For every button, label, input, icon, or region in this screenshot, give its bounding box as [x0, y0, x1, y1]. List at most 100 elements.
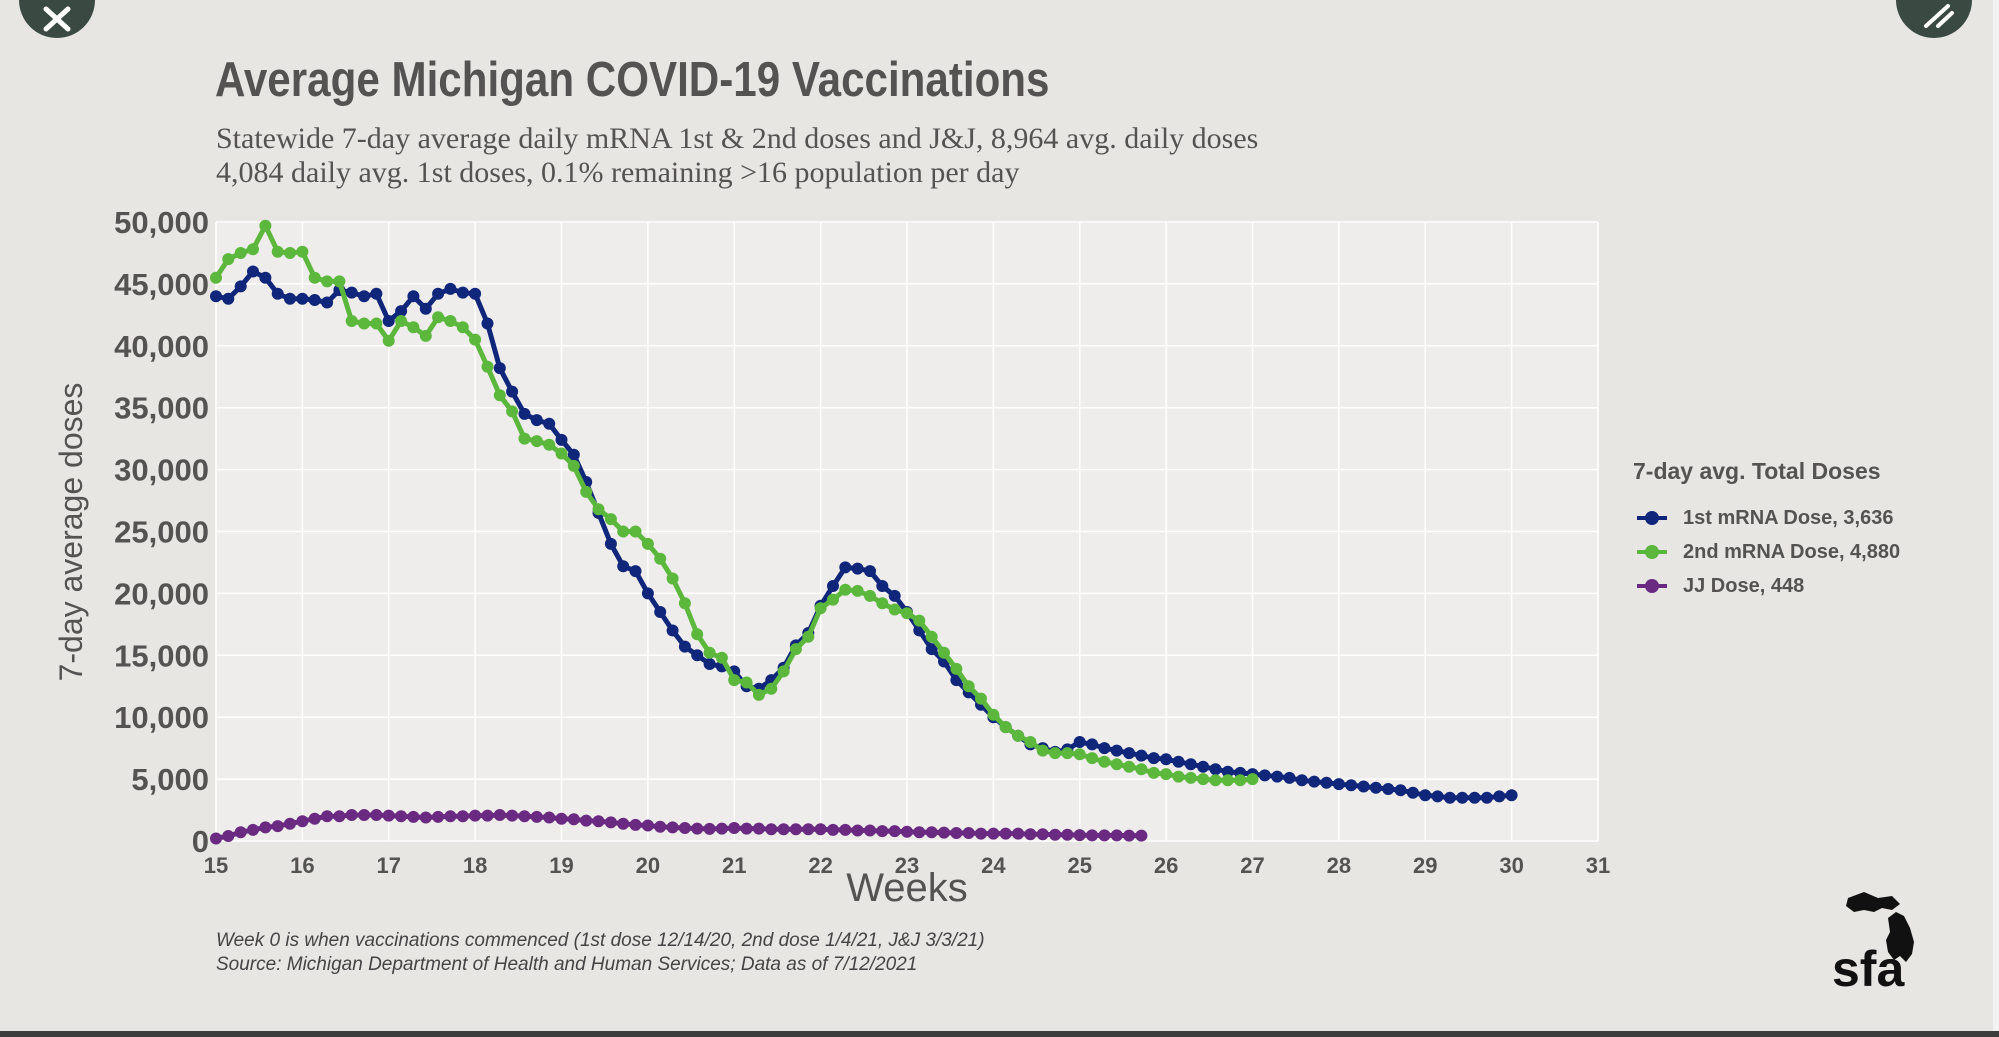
data-point: [1431, 790, 1444, 803]
data-point: [752, 688, 765, 701]
y-tick-label: 20,000: [114, 576, 209, 611]
data-point: [1073, 748, 1086, 761]
data-point: [555, 433, 568, 446]
x-axis-ticks: 15 16 17 18 19 20 21 22 23 24 25 26 27 28 29 30 31: [204, 853, 1610, 878]
data-point: [752, 822, 765, 835]
data-point: [358, 809, 371, 821]
chart-subtitle: Statewide 7-day average daily mRNA 1st &…: [216, 122, 1258, 190]
data-point: [481, 809, 494, 822]
logo-text: sfa: [1832, 941, 1905, 990]
data-point: [222, 830, 235, 842]
data-point: [259, 821, 272, 834]
data-point: [876, 597, 889, 610]
data-point: [604, 513, 617, 526]
data-point: [284, 292, 296, 305]
close-button[interactable]: [19, 0, 95, 38]
data-point: [469, 287, 482, 300]
data-point: [469, 809, 482, 822]
data-point: [210, 832, 222, 845]
data-point: [382, 334, 395, 347]
data-point: [1086, 738, 1099, 751]
data-point: [456, 321, 469, 334]
data-point: [802, 823, 815, 836]
data-point: [382, 315, 395, 327]
data-point: [925, 643, 938, 656]
data-point: [493, 809, 506, 821]
data-point: [1221, 774, 1234, 787]
data-point: [1086, 752, 1099, 765]
data-point: [925, 630, 938, 643]
data-point: [1073, 829, 1086, 842]
data-point: [1110, 829, 1123, 842]
data-point: [938, 646, 950, 659]
data-point: [530, 414, 543, 427]
data-point: [740, 676, 753, 689]
data-point: [407, 810, 420, 823]
data-point: [493, 389, 506, 402]
data-point: [876, 825, 889, 838]
data-point: [308, 294, 321, 306]
data-point: [518, 810, 531, 823]
y-tick-label: 35,000: [114, 391, 209, 426]
data-point: [1172, 770, 1185, 783]
data-point: [1456, 791, 1469, 804]
data-point: [666, 572, 679, 585]
data-point: [345, 809, 358, 821]
data-point: [555, 447, 568, 460]
sfa-logo: sfa: [1832, 892, 1914, 990]
legend-item-second-dose[interactable]: 2nd mRNA Dose, 4,880: [1633, 535, 1900, 569]
data-point: [395, 315, 408, 327]
right-edge: [1993, 0, 1999, 1037]
data-point: [641, 819, 654, 832]
data-point: [1394, 784, 1407, 797]
data-point: [728, 674, 741, 687]
data-point: [284, 247, 296, 259]
data-point: [999, 721, 1012, 734]
data-point: [444, 810, 457, 823]
data-point: [580, 814, 593, 827]
data-point: [641, 587, 654, 600]
expand-button[interactable]: [1896, 0, 1972, 38]
footnote-line-1: Week 0 is when vaccinations commenced (1…: [216, 930, 985, 951]
y-axis-ticks: 0 5,000 10,000 15,000 20,000 25,000 30,000 35,0…: [114, 205, 209, 859]
data-point: [419, 811, 432, 824]
x-tick-label: 21: [722, 853, 746, 878]
footnote-line-2: Source: Michigan Department of Health an…: [216, 954, 918, 975]
series-line: [215, 269, 1512, 801]
legend-item-jj-dose[interactable]: JJ Dose, 448: [1633, 569, 1900, 603]
legend-swatch-first-dose: [1637, 510, 1667, 526]
data-point: [506, 405, 519, 418]
legend-item-first-dose[interactable]: 1st mRNA Dose, 3,636: [1633, 501, 1900, 535]
series-3: [210, 809, 1148, 845]
data-point: [296, 292, 309, 305]
data-point: [370, 809, 383, 821]
data-point: [641, 537, 654, 550]
data-point: [703, 646, 716, 659]
y-tick-label: 45,000: [114, 267, 209, 302]
data-point: [247, 823, 259, 836]
data-point: [1209, 763, 1222, 776]
data-point: [308, 271, 321, 284]
legend: 7-day avg. Total Doses 1st mRNA Dose, 3,…: [1633, 458, 1900, 603]
data-point: [1012, 827, 1025, 840]
data-point: [518, 432, 531, 445]
data-point: [1147, 752, 1160, 765]
data-point: [1098, 755, 1111, 768]
data-point: [1345, 779, 1358, 792]
data-point: [1147, 766, 1160, 779]
data-point: [271, 820, 284, 833]
data-point: [259, 271, 272, 284]
data-point: [777, 665, 790, 678]
y-tick-label: 5,000: [131, 762, 209, 797]
data-point: [419, 302, 432, 315]
data-point: [1197, 760, 1210, 773]
data-point: [1110, 744, 1123, 757]
data-point: [617, 525, 630, 538]
data-point: [827, 823, 839, 836]
data-point: [345, 315, 358, 327]
data-point: [839, 583, 852, 596]
data-point: [851, 824, 864, 837]
data-point: [678, 822, 691, 834]
data-point: [222, 292, 235, 305]
